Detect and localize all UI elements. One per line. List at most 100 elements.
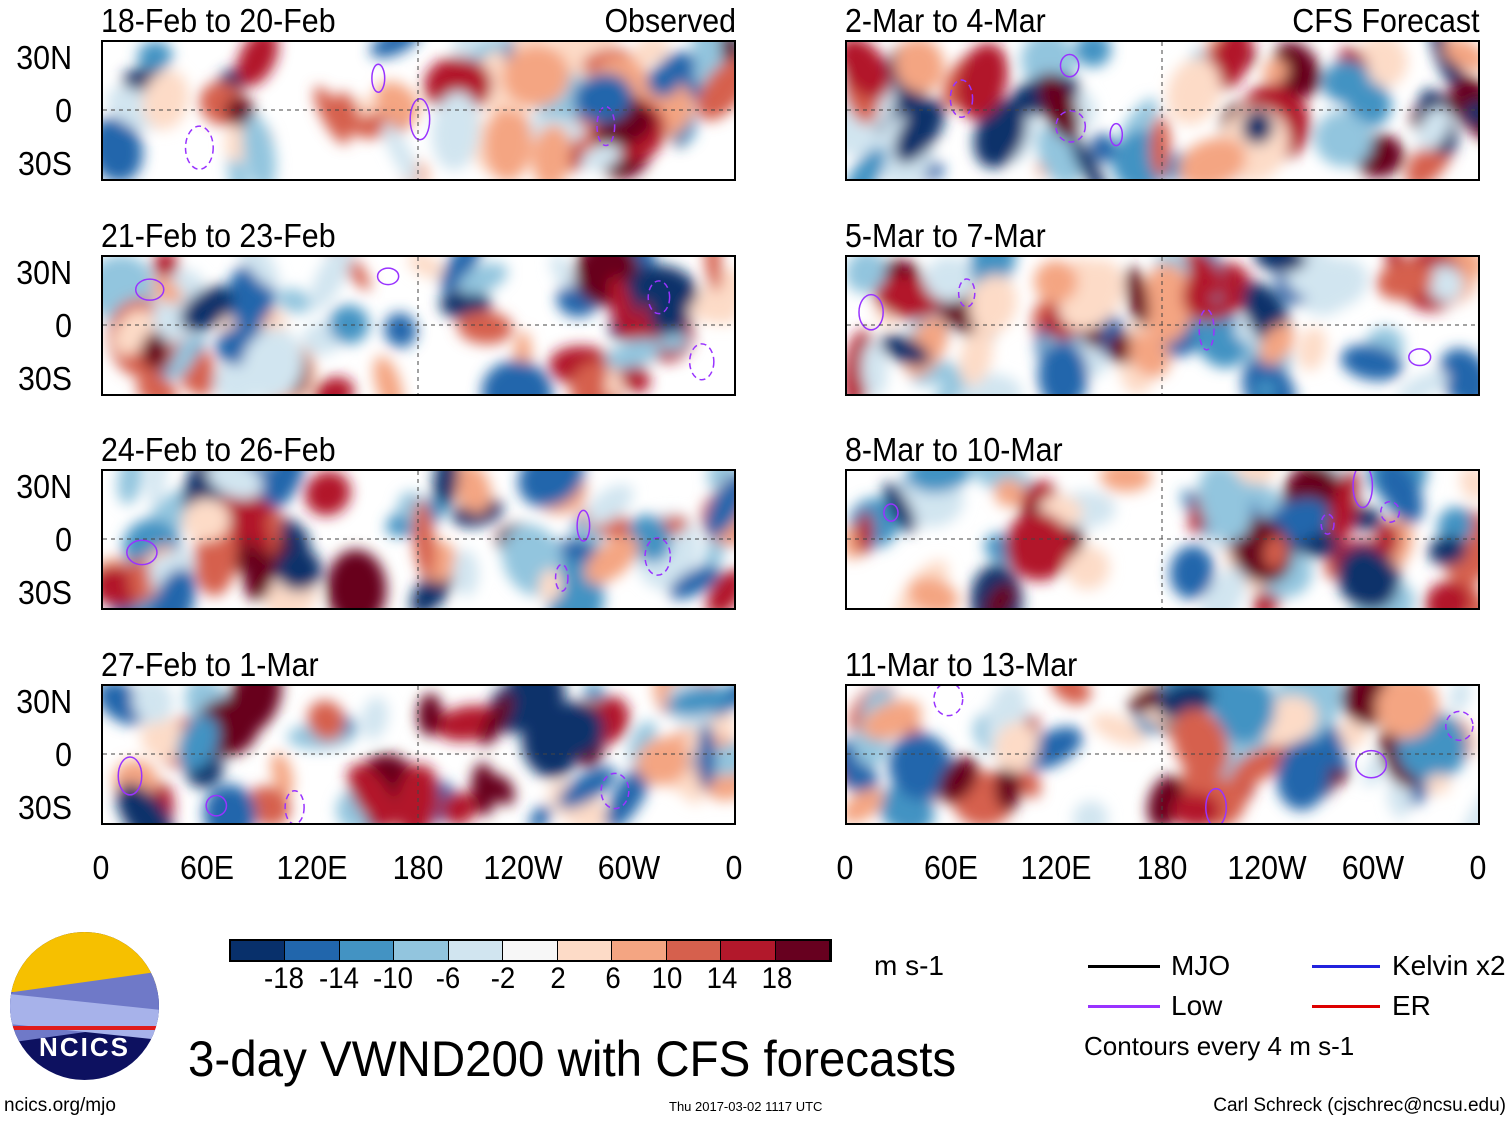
colorbar-swatch <box>503 941 558 960</box>
legend-mjo-line <box>1088 965 1160 968</box>
lat-tick-label: 0 <box>55 736 72 773</box>
anomaly-blob <box>484 105 533 179</box>
low-contour <box>554 563 569 592</box>
low-contour <box>1320 513 1335 535</box>
anomaly-blob <box>242 115 277 179</box>
anomaly-blob <box>246 785 291 823</box>
anomaly-blob <box>1430 42 1466 95</box>
anomaly-blob <box>1034 260 1078 304</box>
legend-kelvin-label: Kelvin x2 <box>1392 950 1506 981</box>
colorbar-swatch <box>339 941 395 960</box>
lon-tick-label: 0 <box>1469 849 1487 886</box>
colorbar-swatch <box>448 941 504 960</box>
anomaly-blob <box>1219 686 1276 744</box>
low-contour <box>1059 53 1080 78</box>
anomaly-blob <box>632 42 670 66</box>
lon-tick-label: 0 <box>836 849 854 886</box>
anomaly-blob <box>481 360 553 394</box>
low-contour <box>284 789 305 823</box>
anomaly-blob <box>1262 59 1289 83</box>
anomaly-blob <box>573 73 633 124</box>
colorbar-tick-label: -10 <box>373 962 414 995</box>
anomaly-blob <box>984 582 1016 608</box>
anomaly-blob <box>137 42 173 71</box>
colorbar-tick-label: 10 <box>652 962 683 995</box>
anomaly-blob <box>1337 546 1399 608</box>
anomaly-blob <box>1107 332 1136 364</box>
anomaly-blob <box>203 784 257 823</box>
panel-tag: Observed <box>604 2 736 39</box>
anomaly-blob <box>424 56 493 113</box>
anomaly-blob <box>518 471 585 508</box>
anomaly-blob <box>1128 332 1170 378</box>
anomaly-blob <box>1241 109 1274 145</box>
low-contour <box>600 772 630 810</box>
anomaly-blob <box>1005 511 1072 581</box>
lon-tick-label: 120E <box>276 849 348 886</box>
anomaly-blob <box>647 65 680 97</box>
anomaly-blob <box>313 376 355 394</box>
anomaly-blob <box>1322 60 1371 104</box>
anomaly-blob <box>538 568 563 602</box>
anomaly-blob <box>847 147 887 179</box>
anomaly-blob <box>1021 726 1083 770</box>
footer-url[interactable]: ncics.org/mjo <box>4 1095 116 1116</box>
anomaly-blob <box>1091 713 1146 746</box>
panel-title: 11-Mar to 13-Mar <box>845 646 1078 683</box>
anomaly-blob <box>550 257 576 289</box>
panel-title: 27-Feb to 1-Mar <box>101 646 319 683</box>
anomaly-blob <box>609 276 636 342</box>
anomaly-blob <box>938 756 979 803</box>
anomaly-blob <box>241 328 304 394</box>
anomaly-blob <box>1426 265 1464 302</box>
anomaly-blob <box>452 549 479 597</box>
colorbar-tick-label: 14 <box>706 962 738 995</box>
colorbar-swatch <box>721 941 776 960</box>
figure-title: 3-day VWND200 with CFS forecasts <box>188 1031 957 1087</box>
anomaly-blob <box>116 783 175 823</box>
anomaly-blob <box>959 327 993 386</box>
anomaly-blob <box>1125 266 1149 327</box>
legend-low-label: Low <box>1171 990 1223 1021</box>
lon-tick-label: 0 <box>725 849 743 886</box>
anomaly-blob <box>660 330 688 351</box>
anomaly-blob <box>705 474 734 537</box>
panel-tag: CFS Forecast <box>1292 2 1480 39</box>
anomaly-blob <box>471 762 496 816</box>
low-contour <box>1109 122 1124 147</box>
anomaly-blob <box>373 355 404 394</box>
anomaly-blob <box>132 686 174 724</box>
map-panel <box>101 255 736 396</box>
low-contour <box>688 343 715 381</box>
anomaly-blob <box>141 717 186 761</box>
anomaly-blob <box>1459 471 1478 501</box>
anomaly-blob <box>529 805 552 823</box>
anomaly-blob <box>206 471 263 499</box>
lat-tick-label: 30S <box>17 574 72 611</box>
lat-tick-label: 30S <box>17 360 72 397</box>
low-contour <box>883 503 899 522</box>
low-contour <box>134 278 165 301</box>
anomaly-blob <box>1375 686 1439 739</box>
anomaly-blob <box>605 338 662 370</box>
anomaly-blob <box>1425 580 1471 608</box>
panel-title: 18-Feb to 20-Feb <box>101 2 336 39</box>
map-panel <box>101 469 736 610</box>
lat-tick-label: 30N <box>16 39 73 76</box>
low-contour <box>1198 308 1215 351</box>
anomaly-blob <box>1038 341 1089 394</box>
anomaly-blob <box>861 341 888 394</box>
map-panel <box>845 40 1480 181</box>
lat-tick-label: 0 <box>55 92 72 129</box>
anomaly-blob <box>908 577 959 608</box>
anomaly-blob <box>1018 769 1041 799</box>
anomaly-blob <box>1298 326 1327 371</box>
anomaly-blob <box>382 121 420 179</box>
anomaly-blob <box>457 310 513 345</box>
anomaly-blob <box>309 257 354 311</box>
anomaly-blob <box>628 720 657 764</box>
anomaly-blob <box>697 722 716 790</box>
lat-tick-label: 0 <box>55 307 72 344</box>
anomaly-blob <box>1197 471 1252 541</box>
anomaly-blob <box>1259 323 1295 366</box>
